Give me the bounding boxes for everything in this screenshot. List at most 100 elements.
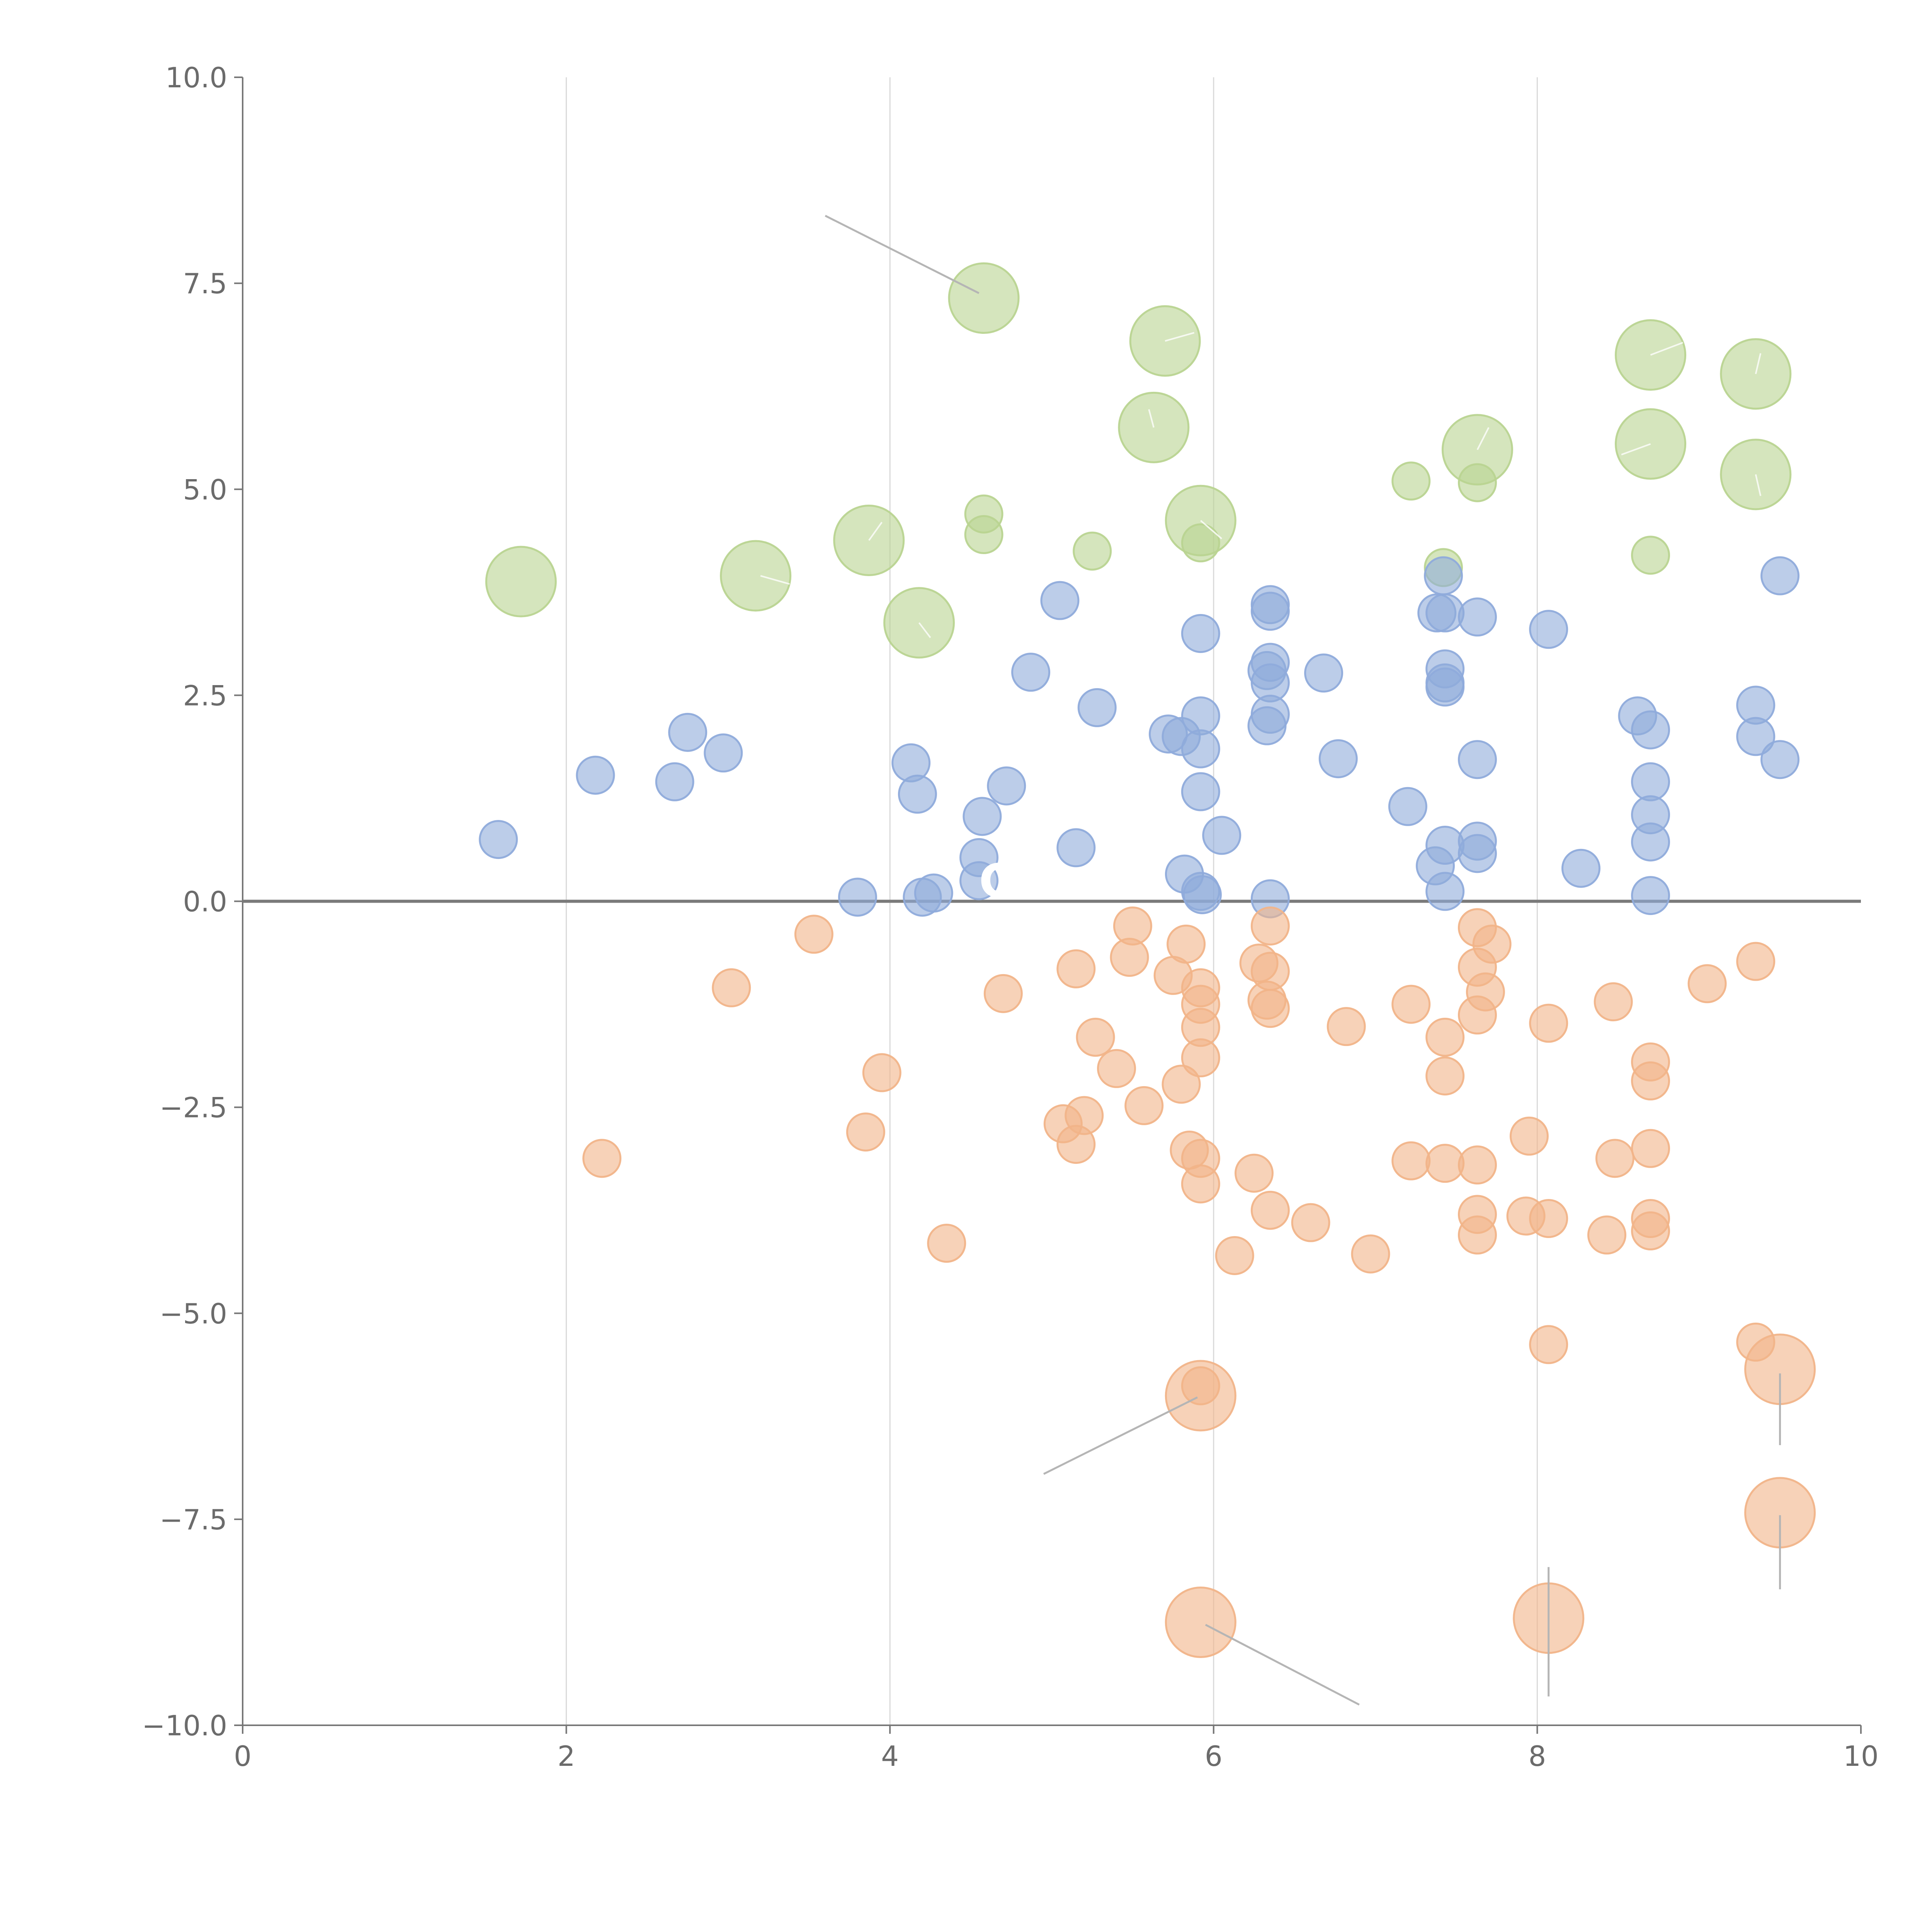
orange-bubble <box>1065 1096 1104 1135</box>
blue-bubble <box>1181 772 1220 811</box>
blue-bubble <box>1181 614 1220 653</box>
blue-bubble <box>1631 710 1670 750</box>
blue-bubble <box>1425 593 1465 633</box>
orange-bubble <box>1529 1199 1568 1238</box>
x-tick-label: 10 <box>1843 1740 1879 1772</box>
blue-bubble <box>1561 849 1600 888</box>
blue-bubble <box>1458 740 1497 779</box>
orange-bubble <box>1687 964 1727 1003</box>
orange-bubble <box>582 1139 622 1178</box>
leader-line <box>1205 1624 1360 1706</box>
leader-line <box>1476 427 1490 450</box>
green-bubble <box>720 540 792 612</box>
leader-line <box>868 522 883 541</box>
orange-bubble <box>1250 1190 1290 1230</box>
orange-bubble <box>1458 1145 1497 1185</box>
leader-line <box>825 215 980 294</box>
y-tick-label: 0.0 <box>183 886 227 918</box>
orange-bubble <box>1181 1038 1220 1078</box>
blue-bubble <box>1181 729 1220 769</box>
leader-line <box>1755 353 1762 374</box>
x-tick-label: 8 <box>1528 1740 1546 1772</box>
leader-line <box>1043 1396 1198 1475</box>
green-bubble <box>1391 461 1431 501</box>
blue-bubble <box>1736 717 1776 756</box>
blue-bubble <box>914 873 953 913</box>
orange-bubble <box>1351 1234 1390 1274</box>
orange-bubble <box>1056 949 1096 988</box>
orange-bubble <box>1595 1139 1634 1178</box>
orange-bubble <box>1250 906 1290 946</box>
blue-bubble <box>1011 653 1051 692</box>
orange-bubble <box>1327 1007 1366 1046</box>
leader-line <box>1755 474 1762 496</box>
blue-bubble <box>479 820 518 859</box>
y-tick-label: −7.5 <box>160 1503 227 1536</box>
blue-bubble <box>959 861 999 900</box>
orange-bubble <box>1587 1215 1626 1255</box>
orange-bubble <box>1529 1003 1568 1043</box>
orange-bubble <box>1291 1203 1330 1242</box>
orange-bubble <box>1165 1586 1236 1658</box>
orange-bubble <box>1391 1141 1431 1180</box>
blue-bubble <box>838 878 877 917</box>
y-tick-label: 7.5 <box>183 267 227 300</box>
blue-bubble <box>668 713 707 752</box>
orange-bubble <box>1594 982 1633 1022</box>
orange-bubble <box>1250 952 1290 991</box>
x-tick-label: 2 <box>558 1740 575 1772</box>
y-tick-label: −2.5 <box>160 1092 227 1124</box>
leader-line <box>760 575 790 585</box>
y-tick-label: 10.0 <box>165 61 227 94</box>
orange-bubble <box>1124 1086 1164 1125</box>
tick-labels: 0 2 4 6 8 10 10.0 7.5 5.0 2.5 0.0 −2.5 −5.0 −7.5 −10.0 <box>142 61 1878 1772</box>
orange-bubble <box>1631 1211 1670 1250</box>
blue-bubble <box>704 733 743 773</box>
y-tick-label: −10.0 <box>142 1709 227 1742</box>
blue-bubble <box>1760 740 1800 779</box>
y-tick-label: 2.5 <box>183 679 227 712</box>
orange-bubble <box>1425 1017 1465 1057</box>
green-bubble <box>1458 463 1497 502</box>
orange-bubble <box>1162 1065 1201 1104</box>
blue-bubble <box>1631 876 1670 915</box>
green-bubble <box>1073 531 1112 571</box>
orange-bubble <box>862 1053 901 1092</box>
blue-bubble <box>1040 581 1080 620</box>
leader-line <box>918 622 931 638</box>
leader-line <box>1148 409 1155 428</box>
cluster-label: G <box>1011 241 1049 294</box>
orange-bubble <box>1631 1129 1670 1168</box>
blue-bubble <box>987 766 1026 806</box>
blue-bubble <box>1631 822 1670 862</box>
cluster-label: C <box>979 855 1013 908</box>
axes <box>242 77 1861 1726</box>
leader-line <box>1650 342 1684 356</box>
leader-line <box>1621 443 1651 456</box>
blue-bubble <box>1423 556 1463 595</box>
blue-bubble <box>1056 828 1096 867</box>
orange-bubble <box>1165 1360 1236 1432</box>
orange-bubble <box>1076 1017 1115 1057</box>
orange-bubble <box>846 1112 885 1152</box>
blue-bubble <box>1182 875 1222 914</box>
x-tick-label: 0 <box>234 1740 252 1772</box>
blue-bubble <box>1304 653 1344 693</box>
orange-bubble <box>927 1223 966 1263</box>
blue-bubble <box>1458 597 1497 637</box>
orange-bubble <box>1391 985 1431 1024</box>
blue-bubble <box>1631 762 1670 801</box>
orange-bubble <box>1097 1049 1136 1088</box>
orange-bubble <box>712 968 751 1007</box>
green-bubble <box>964 515 1003 554</box>
orange-bubble <box>983 974 1023 1013</box>
orange-bubble <box>1250 989 1290 1028</box>
blue-bubble <box>655 762 694 801</box>
x-tick-label: 6 <box>1205 1740 1223 1772</box>
blue-bubble <box>1202 816 1242 855</box>
orange-bubble <box>1167 924 1206 964</box>
leader-line <box>1165 332 1195 342</box>
orange-bubble <box>1458 1215 1497 1255</box>
orange-bubble <box>1472 924 1512 964</box>
